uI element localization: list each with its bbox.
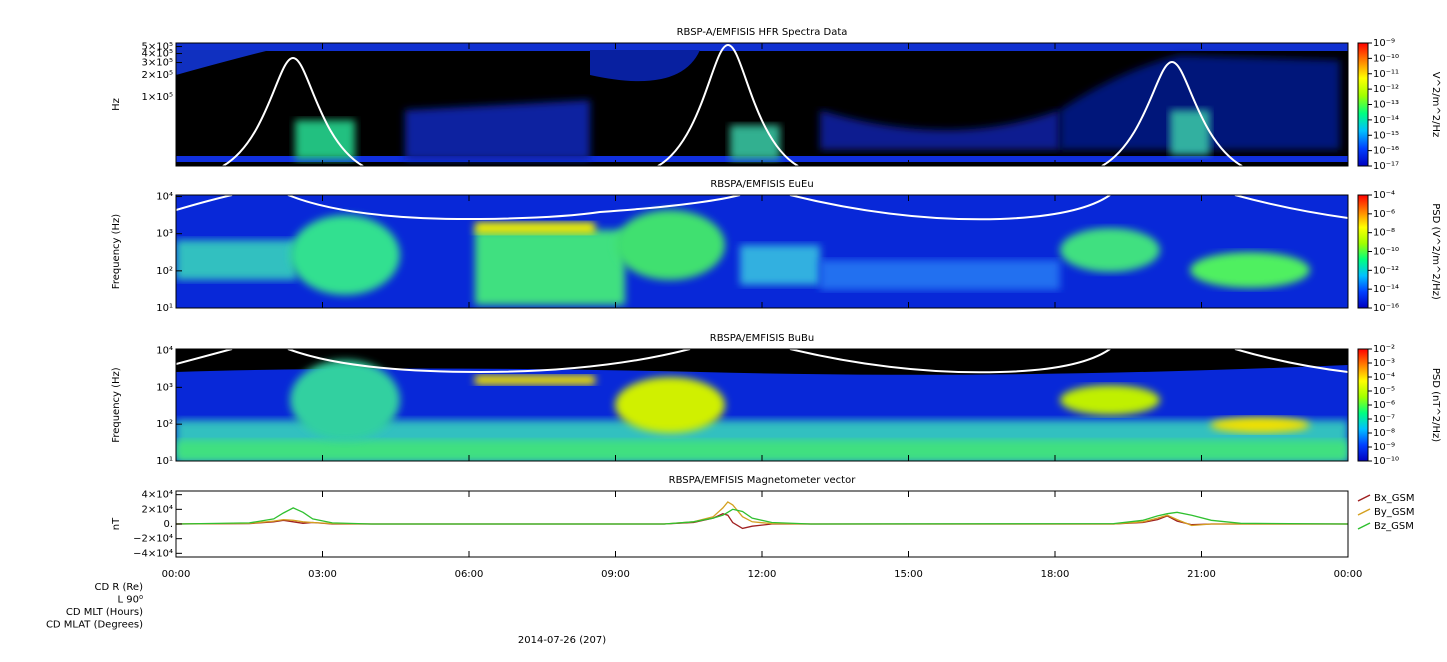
y-tick-label: 2×10⁵ — [142, 70, 173, 81]
y-axis-label: Frequency (Hz) — [111, 367, 122, 443]
panel-title: RBSPA/EMFISIS BuBu — [710, 333, 814, 344]
ephemeris-label: CD MLT (Hours) — [66, 607, 143, 618]
colorbar-tick-label: 10⁻¹⁴ — [1373, 284, 1399, 295]
colorbar-tick-label: 10⁻⁸ — [1373, 228, 1395, 239]
ephemeris-label: L 90⁰ — [118, 595, 143, 606]
legend-label: Bz_GSM — [1374, 521, 1414, 532]
colorbar-tick-label: 10⁻¹⁰ — [1373, 247, 1399, 258]
spectrogram-image — [176, 349, 1348, 461]
y-tick-label: 10³ — [156, 229, 173, 240]
series-line — [175, 507, 1349, 525]
y-tick-label: 10² — [156, 419, 173, 430]
y-tick-label: 10⁴ — [156, 192, 173, 203]
colorbar-tick-label: 10⁻⁴ — [1373, 190, 1395, 201]
colorbar — [1357, 194, 1369, 309]
x-tick-label: 06:00 — [455, 569, 484, 580]
colorbar-tick-label: 10⁻⁹ — [1373, 442, 1395, 453]
colorbar-tick-label: 10⁻¹³ — [1373, 100, 1399, 111]
colorbar-tick-label: 10⁻⁵ — [1373, 386, 1395, 397]
colorbar-tick-label: 10⁻¹² — [1373, 265, 1399, 276]
y-tick-label: 3×10⁵ — [142, 58, 173, 69]
legend-swatch — [1357, 522, 1371, 530]
colorbar-label: PSD (nT^2/Hz) — [1430, 368, 1441, 442]
legend-swatch — [1357, 494, 1371, 502]
y-tick-label: 0. — [163, 519, 173, 530]
ephemeris-label: CD R (Re) — [95, 582, 144, 593]
y-axis-label: nT — [111, 517, 122, 530]
colorbar — [1357, 348, 1369, 462]
colorbar-label: PSD (V^2/m^2/Hz) — [1430, 203, 1441, 300]
y-tick-label: 10³ — [156, 382, 173, 393]
colorbar-tick-label: 10⁻⁴ — [1373, 372, 1395, 383]
colorbar-tick-label: 10⁻¹⁶ — [1373, 146, 1399, 157]
y-tick-label: 10¹ — [156, 456, 173, 467]
x-tick-label: 18:00 — [1041, 569, 1070, 580]
colorbar-tick-label: 10⁻¹⁰ — [1373, 456, 1399, 467]
series-line — [175, 513, 1348, 530]
colorbar-tick-label: 10⁻¹⁶ — [1373, 303, 1399, 314]
x-tick-label: 00:00 — [1334, 569, 1363, 580]
colorbar-tick-label: 10⁻¹¹ — [1373, 69, 1399, 80]
colorbar-tick-label: 10⁻¹⁷ — [1373, 161, 1399, 172]
legend-label: By_GSM — [1374, 507, 1415, 518]
colorbar-tick-label: 10⁻⁶ — [1373, 209, 1395, 220]
x-tick-label: 00:00 — [162, 569, 191, 580]
y-tick-label: 1×10⁵ — [142, 92, 173, 103]
x-tick-label: 15:00 — [894, 569, 923, 580]
x-tick-label: 09:00 — [601, 569, 630, 580]
y-tick-label: 10⁴ — [156, 346, 173, 357]
colorbar-tick-label: 10⁻⁶ — [1373, 400, 1395, 411]
colorbar-tick-label: 10⁻² — [1373, 344, 1395, 355]
panel-title: RBSPA/EMFISIS Magnetometer vector — [669, 475, 857, 486]
y-tick-label: −2×10⁴ — [133, 534, 173, 545]
colorbar-tick-label: 10⁻⁸ — [1373, 428, 1395, 439]
spectrogram-image — [176, 43, 1348, 166]
ephemeris-label: CD MLAT (Degrees) — [46, 620, 143, 631]
y-tick-label: 4×10⁴ — [142, 490, 173, 501]
panel-title: RBSP-A/EMFISIS HFR Spectra Data — [677, 27, 848, 38]
colorbar-tick-label: 10⁻¹⁴ — [1373, 115, 1399, 126]
y-tick-label: 5×10⁵ — [142, 42, 173, 53]
colorbar — [1357, 42, 1369, 167]
colorbar-tick-label: 10⁻⁹ — [1373, 38, 1395, 49]
y-tick-label: 10² — [156, 266, 173, 277]
series-line — [175, 501, 1348, 527]
colorbar-tick-label: 10⁻¹⁵ — [1373, 130, 1399, 141]
y-tick-label: 10¹ — [156, 303, 173, 314]
x-axis-label: 2014-07-26 (207) — [518, 635, 606, 646]
y-axis-label: Hz — [111, 98, 122, 111]
colorbar-tick-label: 10⁻³ — [1373, 358, 1395, 369]
colorbar-tick-label: 10⁻⁷ — [1373, 414, 1395, 425]
x-tick-label: 21:00 — [1187, 569, 1216, 580]
colorbar-tick-label: 10⁻¹² — [1373, 84, 1399, 95]
panel-title: RBSPA/EMFISIS EuEu — [710, 179, 813, 190]
legend-label: Bx_GSM — [1374, 493, 1415, 504]
colorbar-label: V^2/m^2/Hz — [1430, 72, 1441, 138]
x-tick-label: 03:00 — [308, 569, 337, 580]
spectrogram-image — [176, 195, 1348, 308]
legend-swatch — [1357, 508, 1371, 516]
y-tick-label: −4×10⁴ — [133, 548, 173, 559]
y-tick-label: 4×10⁵ — [142, 49, 173, 60]
colorbar-tick-label: 10⁻¹⁰ — [1373, 53, 1399, 64]
y-axis-label: Frequency (Hz) — [111, 214, 122, 290]
x-tick-label: 12:00 — [748, 569, 777, 580]
y-tick-label: 2×10⁴ — [142, 504, 173, 515]
